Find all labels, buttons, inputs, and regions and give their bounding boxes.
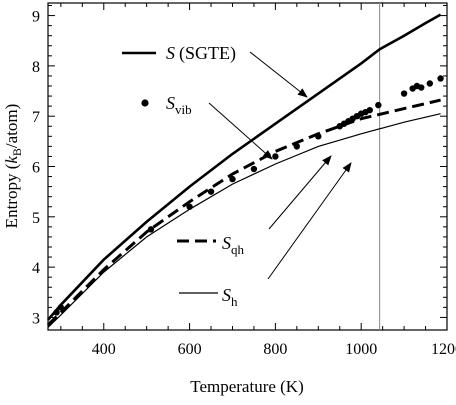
legend-arrow-qh <box>268 155 332 230</box>
y-axis-label-sub: B <box>10 148 24 156</box>
series-vib-point <box>229 175 236 183</box>
legend-arrow-sgte <box>249 51 308 98</box>
legend-label-qh: Sqh <box>222 233 245 257</box>
legend-arrow-h <box>267 162 352 280</box>
series-vib-point <box>375 101 382 109</box>
x-tick-label: 800 <box>263 341 287 358</box>
legend-label-qh-symbol: S <box>222 233 231 253</box>
series-sgte-line <box>47 13 442 321</box>
y-tick-label: 5 <box>32 210 40 227</box>
legend-arrow-vib <box>208 102 273 160</box>
series-vib-point <box>53 309 60 316</box>
legend-label-h-subscript: h <box>231 294 238 309</box>
x-tick-label: 600 <box>178 341 202 358</box>
y-tick-label: 4 <box>32 260 40 277</box>
y-axis-label-prefix: Entropy ( <box>2 163 21 228</box>
series-vib-point <box>426 80 434 87</box>
tick-layer: 400 600 800 1000 1200 3 4 5 6 7 8 9 <box>32 3 456 358</box>
legend-label-sgte-symbol: S <box>166 43 175 63</box>
legend-sample-vib <box>141 99 149 107</box>
x-tick-label: 1000 <box>345 341 377 358</box>
legend-label-vib-symbol: S <box>166 93 175 113</box>
x-tick-label: 400 <box>92 341 116 358</box>
series-vib-point <box>250 165 258 173</box>
y-tick-label: 6 <box>32 160 40 177</box>
legend-label-h: Sh <box>222 285 238 309</box>
series-vib-point <box>207 188 215 195</box>
y-tick-label: 9 <box>32 9 40 26</box>
series-vib-point <box>437 75 444 82</box>
series-qh-line <box>46 98 441 327</box>
legend-label-h-symbol: S <box>222 285 231 305</box>
series-h-line <box>47 113 441 328</box>
x-axis-label: Temperature (K) <box>190 377 304 396</box>
series-vib-point <box>418 84 425 91</box>
x-tick-label: 1200 <box>431 341 456 358</box>
series-vib-point <box>366 106 373 114</box>
series-vib-point <box>272 153 279 160</box>
series-layer <box>46 13 444 328</box>
legend-label-sgte-source: (SGTE) <box>179 43 236 64</box>
y-tick-label: 7 <box>32 109 40 126</box>
series-vib-point <box>147 226 155 233</box>
legend-label-vib-subscript: vib <box>175 102 192 117</box>
legend-label-sgte: S (SGTE) <box>166 43 236 64</box>
y-axis-label-suffix: /atom) <box>2 104 21 148</box>
legend-label-vib: Svib <box>166 93 192 117</box>
y-tick-label: 8 <box>32 59 40 76</box>
y-axis-label-k: k <box>2 156 21 164</box>
y-axis-label: Entropy (kB/atom) <box>2 104 24 229</box>
series-vib-point <box>400 90 408 97</box>
legend-label-qh-subscript: qh <box>231 242 245 257</box>
y-tick-label: 3 <box>32 310 40 327</box>
